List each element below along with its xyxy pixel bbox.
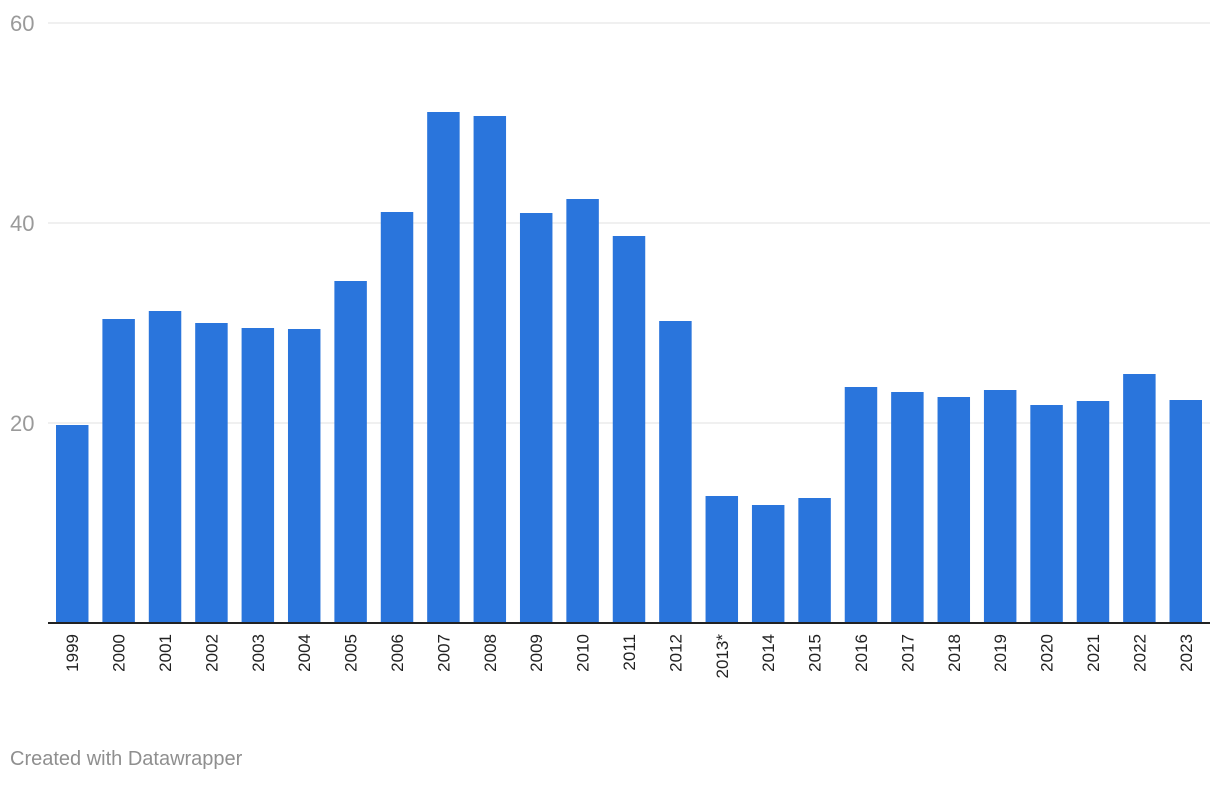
bar <box>566 199 599 623</box>
x-tick-label: 2007 <box>434 634 453 672</box>
x-tick-label: 1999 <box>63 634 82 672</box>
x-tick-label: 2022 <box>1130 634 1149 672</box>
bar <box>380 212 414 623</box>
x-tick-label: 2019 <box>991 634 1010 672</box>
y-tick-label: 60 <box>10 11 34 36</box>
y-tick-label: 20 <box>10 411 34 436</box>
x-tick-label: 2020 <box>1038 634 1057 672</box>
x-tick-label: 2017 <box>898 634 917 672</box>
x-tick-label: 2016 <box>852 634 871 672</box>
x-tick-label: 2001 <box>156 634 175 672</box>
x-tick-label: 2000 <box>110 634 129 672</box>
x-tick-labels: 1999 2000 2001 2002 2003 2004 2005 2006 2007 2008… <box>63 634 1196 679</box>
bar <box>148 311 182 623</box>
bar <box>891 392 924 623</box>
bar <box>844 387 878 623</box>
bar <box>937 397 971 623</box>
bar <box>798 498 831 623</box>
bar <box>1169 400 1202 623</box>
x-tick-label: 2005 <box>342 634 361 672</box>
x-tick-label: 2023 <box>1177 634 1196 672</box>
x-tick-label: 2014 <box>759 634 778 672</box>
x-tick-label: 2018 <box>945 634 964 672</box>
x-tick-label: 2015 <box>806 634 825 672</box>
credit-footer: Created with Datawrapper <box>10 748 243 770</box>
y-tick-label: 40 <box>10 211 34 236</box>
bar <box>751 505 785 623</box>
y-tick-labels: 20 40 60 <box>10 11 34 436</box>
bar <box>427 112 460 623</box>
bar <box>473 116 507 623</box>
bar <box>705 496 739 623</box>
x-tick-label: 2006 <box>388 634 407 672</box>
bar <box>56 425 89 623</box>
bars <box>56 112 1202 623</box>
bar <box>659 321 692 623</box>
bar <box>1123 374 1156 623</box>
x-tick-label: 2002 <box>202 634 221 672</box>
bar <box>612 236 646 623</box>
x-tick-label: 2004 <box>295 634 314 672</box>
bar <box>1030 405 1063 623</box>
x-tick-label: 2003 <box>249 634 268 672</box>
bar <box>334 281 367 623</box>
x-tick-label: 2021 <box>1084 634 1103 672</box>
bar <box>1076 401 1110 623</box>
bar <box>102 319 135 623</box>
bar <box>519 213 553 623</box>
x-tick-label: 2009 <box>527 634 546 672</box>
bar <box>241 328 275 623</box>
x-tick-label: 2011 <box>620 634 639 671</box>
x-tick-label: 2010 <box>574 634 593 672</box>
x-tick-label: 2008 <box>481 634 500 672</box>
bar <box>195 323 228 623</box>
x-tick-label: 2013* <box>713 634 732 679</box>
x-tick-label: 2012 <box>666 634 685 672</box>
bar <box>983 390 1017 623</box>
bar <box>287 329 321 623</box>
